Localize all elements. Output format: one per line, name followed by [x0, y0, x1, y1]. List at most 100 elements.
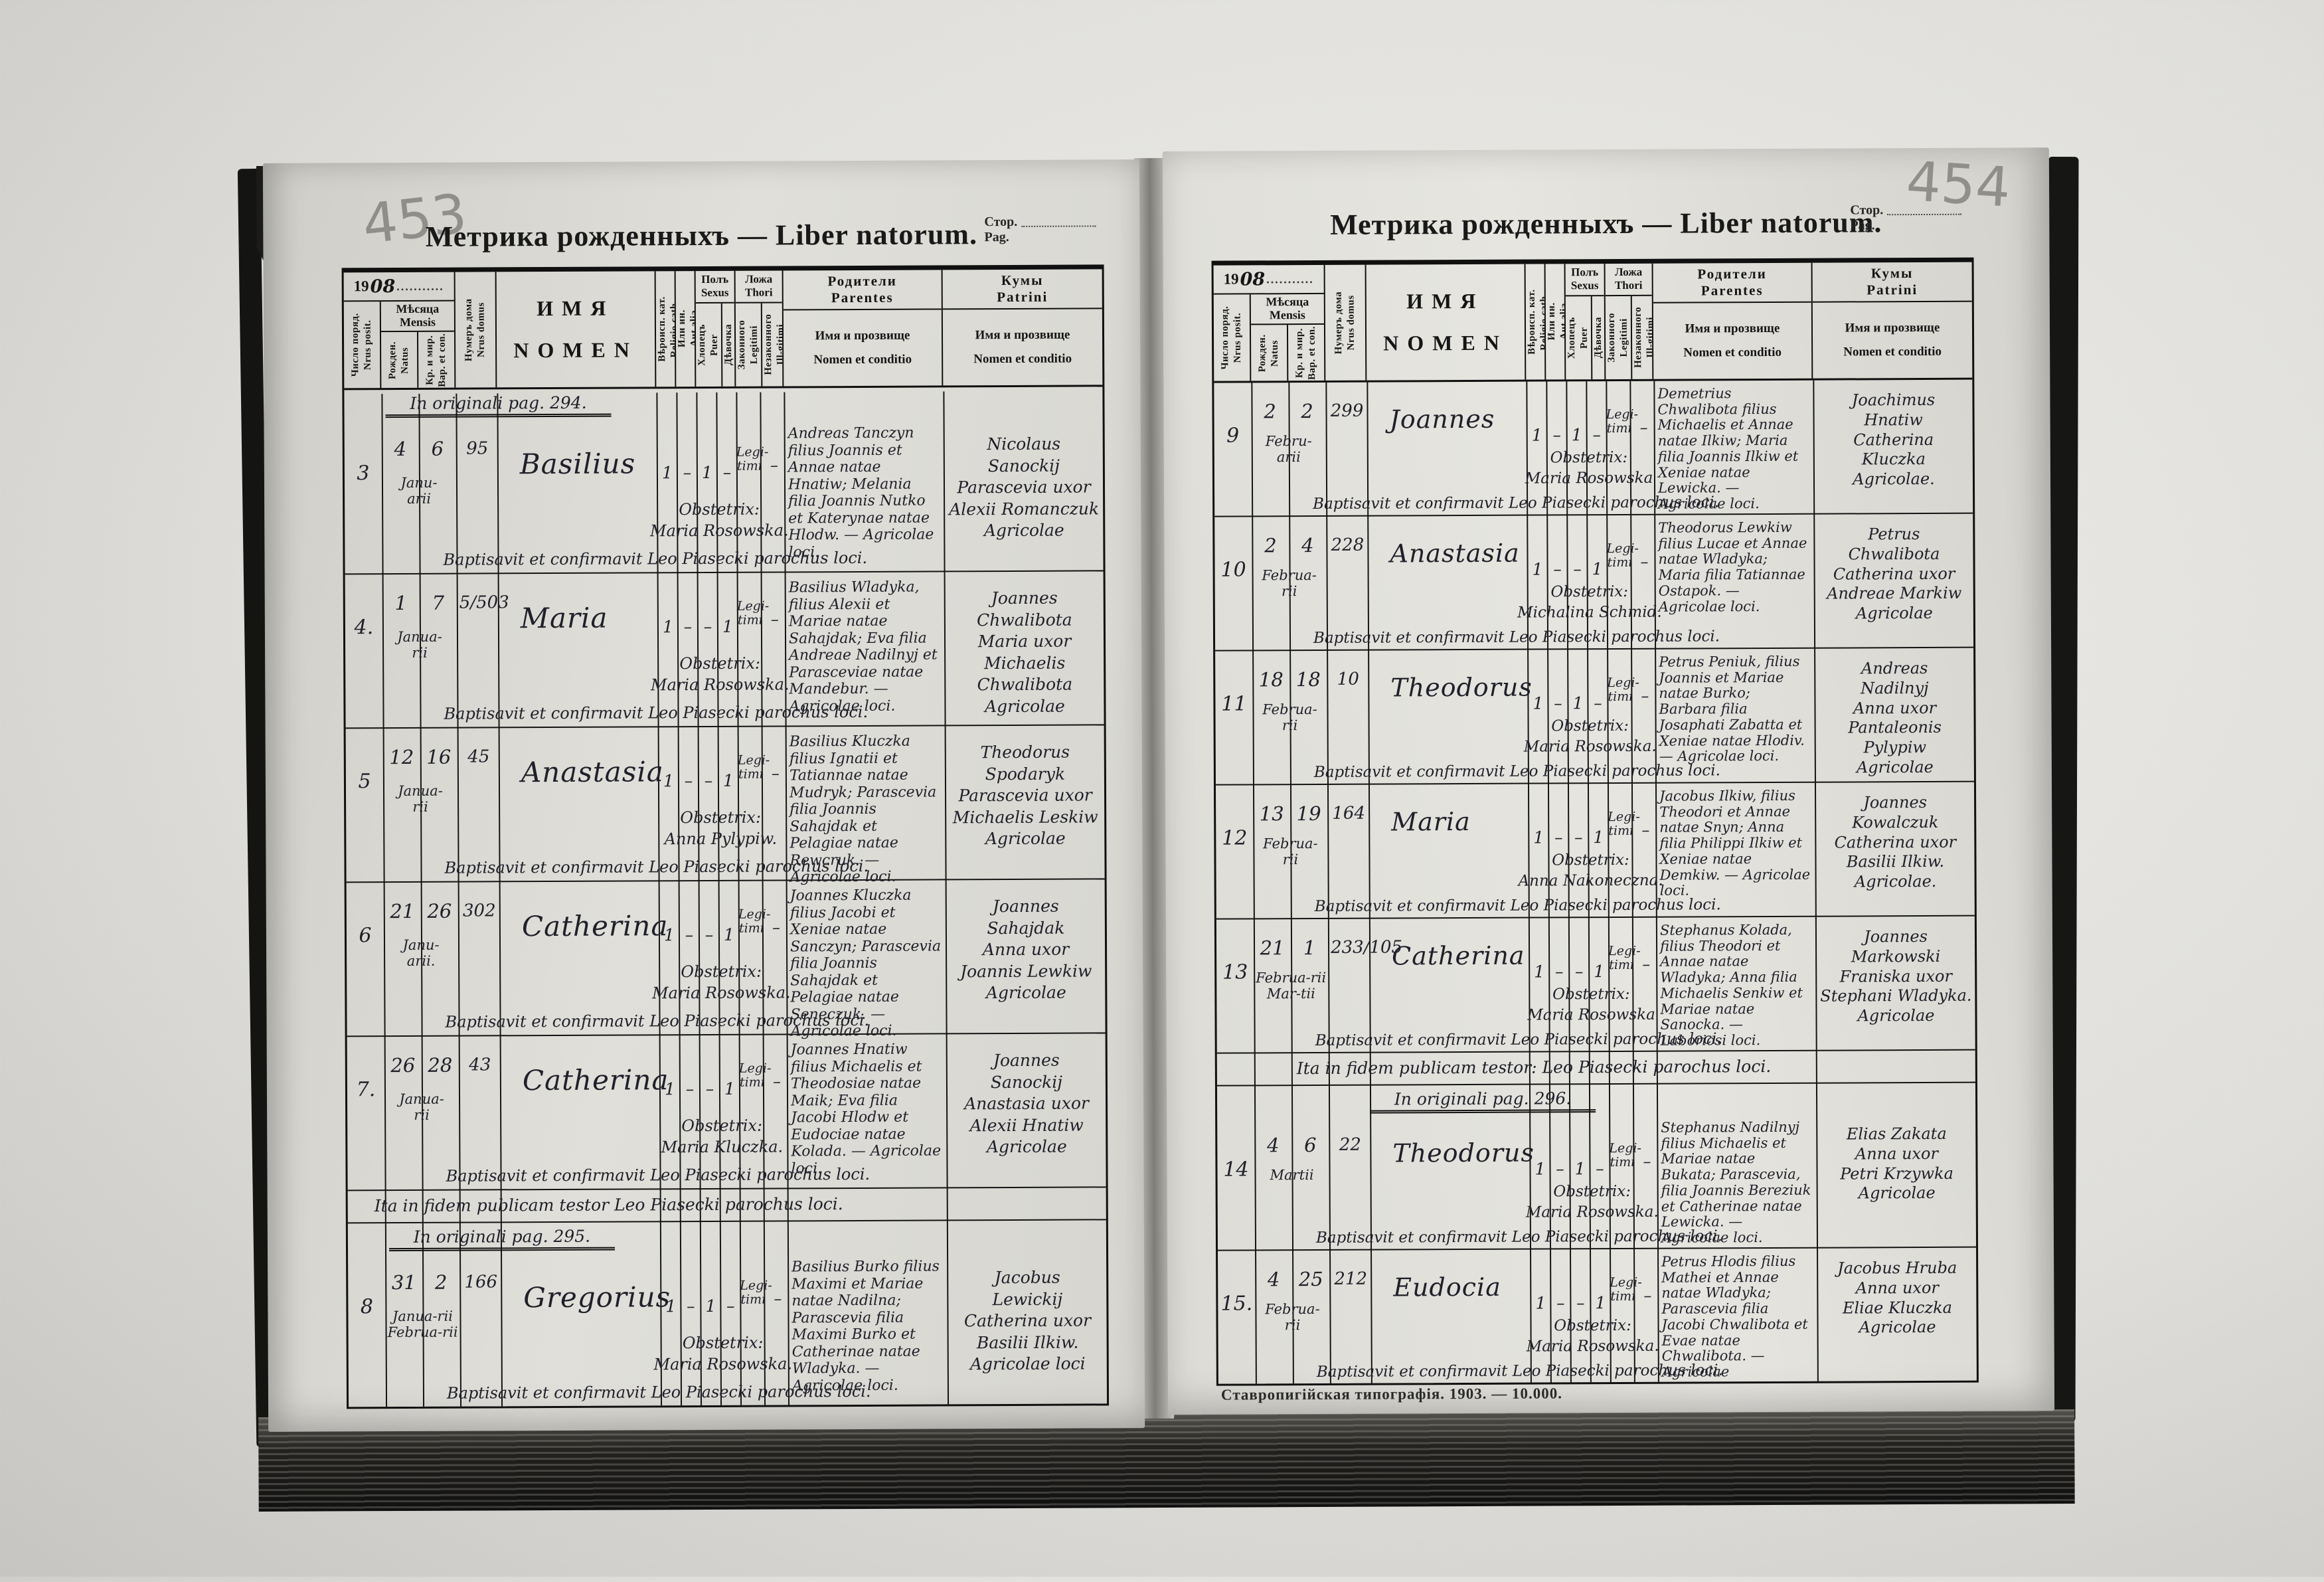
parents-text: Basilius Wladyka, filius Alexii et Maria… — [788, 578, 938, 715]
record-row: In originali pag. 294. 3 4 6 Janu- arii … — [344, 391, 1104, 575]
aut-alia-mark: – — [1554, 962, 1564, 982]
parentes-sub-label: Имя и прозвище Nomen et conditio — [813, 328, 912, 367]
record-row: 4. 1 7 Janua- rii 5/503 Maria 1 – – 1 Le… — [345, 571, 1104, 729]
puella-mark: – — [726, 1296, 735, 1316]
puer-mark: 1 — [701, 462, 712, 483]
month-value: Februa- rii — [1262, 701, 1317, 734]
record-row: 10 2 4 Februa- rii 228 Anastasia 1 – – 1… — [1214, 513, 1974, 652]
col-header-parentes: Родители Parentes Имя и прозвище Nomen et… — [1653, 262, 1813, 379]
illegitimi-mark: – — [1641, 686, 1649, 705]
obstetrix-note: Obstetrix: Anna Nakoneczna. — [1518, 851, 1663, 890]
birth-day: 21 — [390, 899, 415, 923]
col-header-thori: Ложа Thori Законного Legitimi Незаконного… — [735, 270, 784, 387]
house-number: 228 — [1331, 535, 1365, 555]
baptism-day: 18 — [1295, 667, 1321, 691]
obstetrix-note: Obstetrix: Maria Rosowska. — [1526, 1316, 1659, 1356]
aut-alia-label: Или ин. Aut alia — [676, 309, 697, 348]
religio-mark: 1 — [1534, 962, 1545, 982]
stor-label: Стор. — [1850, 203, 1884, 218]
record-number: 3 — [357, 462, 370, 485]
puer-mark: – — [1576, 1293, 1585, 1313]
baptism-confirmation-note: Baptisavit et confirmavit Leo Piasecki p… — [1313, 762, 1720, 782]
thori-mark: Legi- timi — [1610, 1274, 1642, 1304]
patrini-label: Кумы Patrini — [942, 269, 1102, 310]
birth-day: 31 — [391, 1271, 416, 1294]
original-page-note: In originali pag. 295. — [388, 1226, 616, 1252]
month-value: Janu- arii — [400, 474, 438, 507]
thori-mark: Legi- timi — [1607, 675, 1639, 704]
testor-note: Ita in fidem publicam testor: Leo Piasec… — [1216, 1050, 1975, 1087]
patrini-text: Jacobus Hruba Anna uxor Eliae Kluczka Ag… — [1837, 1258, 1957, 1337]
baptism-label: Кр. и мир. Bap. et con. — [1294, 325, 1318, 380]
illegitimi-mark: – — [772, 918, 780, 937]
patrini-text: Andreas Nadilnyj Anna uxor Pantaleonis P… — [1848, 658, 1942, 777]
col-header-aut-alia: Или ин. Aut alia — [675, 271, 697, 387]
puella-mark: 1 — [1595, 1293, 1606, 1313]
aut-alia-mark: – — [685, 1079, 695, 1099]
page-number-field: Стор. Pag. — [984, 214, 1096, 245]
aut-alia-mark: – — [1556, 1159, 1564, 1179]
record-row: Ita in fidem publicam testor Leo Piaseck… — [347, 1187, 1107, 1407]
record-number: 12 — [1222, 826, 1248, 850]
year-cell: 19 08........... — [1213, 264, 1325, 295]
record-number: 11 — [1221, 692, 1247, 716]
religio-mark: 1 — [663, 771, 674, 791]
record-body: 14 4 6 Martii 22 Theodorus 1 – 1 – Legi-… — [1217, 1114, 1976, 1250]
col-header-nomen: ИМЯ NOMEN — [496, 271, 657, 388]
sexus-label: Полъ Sexus — [695, 270, 734, 304]
col-header-nomen: ИМЯ NOMEN — [1366, 264, 1527, 381]
patrini-text: Nicolaus Sanockij Parascevia uxor Alexii… — [949, 434, 1100, 541]
child-name: Catherina — [1392, 940, 1525, 971]
birth-day: 21 — [1260, 936, 1285, 960]
house-label: Нумеръ дома Nrus domus — [1333, 291, 1357, 355]
month-value: Februa- rii — [1265, 1300, 1320, 1334]
house-number: 22 — [1339, 1134, 1361, 1155]
record-row: 5 12 16 Janua- rii 45 Anastasia 1 – – 1 … — [345, 725, 1105, 886]
aut-alia-mark: – — [684, 771, 693, 791]
religio-mark: 1 — [662, 617, 673, 637]
month-label: Мѣсяца Mensis — [1250, 294, 1324, 325]
puer-mark: 1 — [1572, 693, 1584, 713]
baptism-confirmation-note: Baptisavit et confirmavit Leo Piasecki p… — [1314, 896, 1721, 915]
child-name: Maria — [520, 601, 608, 635]
patrini-text: Theodorus Spodaryk Parascevia uxor Micha… — [952, 742, 1098, 849]
baptism-confirmation-note: Baptisavit et confirmavit Leo Piasecki p… — [445, 1010, 870, 1031]
baptism-day: 1 — [1303, 936, 1316, 960]
month-value: Februa-rii Mar-tii — [1256, 969, 1327, 1002]
child-name: Catherina — [522, 1063, 669, 1097]
natus-label: Рожден. Natus — [387, 341, 411, 379]
religio-mark: 1 — [665, 1296, 677, 1316]
obstetrix-note: Obstetrix: Michalina Schmid. — [1517, 582, 1662, 622]
aut-alia-mark: – — [1552, 425, 1561, 445]
record-body: 3 4 6 Janu- arii 95 Basilius 1 – 1 – Leg… — [345, 417, 1104, 573]
puella-mark: 1 — [724, 1079, 735, 1099]
baptism-day: 6 — [431, 437, 444, 460]
month-value: Janu- arii. — [402, 936, 440, 970]
record-row: 7. 26 28 Janua- rii 43 Catherina 1 – – 1… — [347, 1033, 1106, 1191]
record-body: 6 21 26 Janu- arii. 302 Catherina 1 – – … — [347, 879, 1106, 1040]
col-header-month: Мѣсяца Mensis Рожден. Natus Кр. и мир. Ba… — [1250, 294, 1326, 381]
pag-label: Pag. — [984, 229, 1009, 245]
puella-mark: 1 — [1593, 828, 1604, 847]
baptism-day: 4 — [1301, 533, 1314, 557]
table-header: 19 08........... Число поряд. Nrus posit.… — [343, 269, 1103, 391]
year-printed: 19 — [353, 278, 369, 295]
puella-label: Дѣвочка Puella — [722, 324, 736, 366]
puer-mark: – — [1574, 828, 1583, 847]
patrini-text: Jacobus Lewickij Catherina uxor Basilii … — [963, 1267, 1092, 1374]
pag-label: Pag. — [1850, 218, 1875, 233]
puella-mark: – — [1594, 693, 1602, 713]
thori-mark: Legi- timi — [1608, 809, 1640, 838]
house-label: Нумеръ дома Nrus domus — [463, 298, 487, 361]
child-name: Joannes — [1389, 404, 1495, 434]
parentes-label: Родители Parentes — [783, 270, 942, 311]
puer-mark: 1 — [1574, 1159, 1586, 1179]
aut-alia-mark: – — [1554, 828, 1563, 847]
birth-day: 4 — [1267, 1268, 1280, 1291]
thori-mark: Legi- timi — [1606, 406, 1639, 436]
record-number: 10 — [1220, 558, 1246, 582]
illegitimi-mark: – — [774, 1289, 782, 1308]
year-printed: 19 — [1223, 270, 1239, 288]
